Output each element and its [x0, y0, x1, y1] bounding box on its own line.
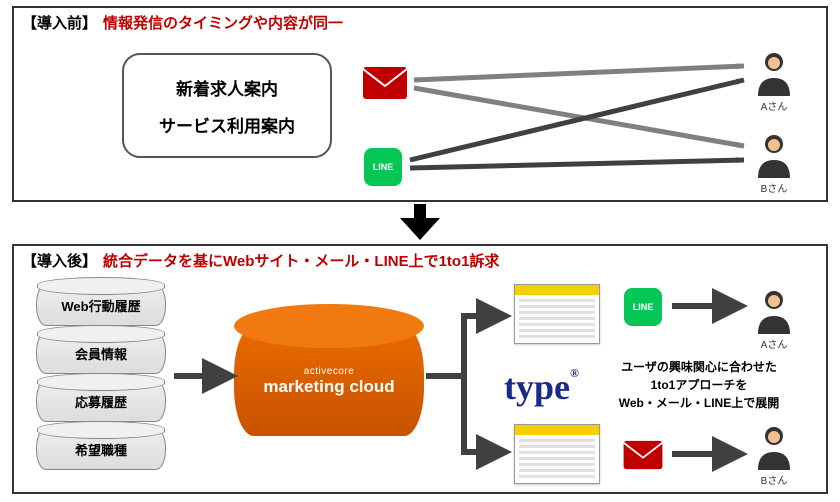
mc-name: marketing cloud — [263, 377, 394, 397]
db-cylinder: 希望職種 — [36, 428, 166, 470]
marketing-cloud-cylinder: activecore marketing cloud — [234, 326, 424, 436]
line-icon: LINE — [624, 288, 662, 326]
person-b-label: Bさん — [754, 180, 794, 195]
info-item: サービス利用案内 — [159, 112, 295, 137]
person-b-icon — [754, 424, 794, 470]
person-a-icon — [754, 50, 794, 96]
before-panel: 【導入前】 情報発信のタイミングや内容が同一 新着求人案内 サービス利用案内 L… — [12, 6, 828, 202]
note-line: 1to1アプローチを — [594, 376, 804, 394]
after-header: 【導入後】 統合データを基にWebサイト・メール・LINE上で1to1訴求 — [14, 246, 826, 275]
db-cylinder: 会員情報 — [36, 332, 166, 374]
website-thumbnail — [514, 284, 600, 344]
note-line: Web・メール・LINE上で展開 — [594, 394, 804, 412]
note-line: ユーザの興味関心に合わせた — [594, 358, 804, 376]
mail-icon — [362, 66, 408, 100]
down-arrow-icon — [400, 204, 440, 240]
after-tag: 【導入後】 — [22, 250, 97, 271]
type-logo: type® — [504, 366, 579, 408]
after-panel: 【導入後】 統合データを基にWebサイト・メール・LINE上で1to1訴求 We… — [12, 244, 828, 494]
data-sources: Web行動履歴会員情報応募履歴希望職種 — [36, 284, 166, 476]
person-a-label: Aさん — [754, 336, 794, 351]
info-source-box: 新着求人案内 サービス利用案内 — [122, 53, 332, 158]
mail-icon — [622, 440, 664, 470]
description-text: ユーザの興味関心に合わせた1to1アプローチをWeb・メール・LINE上で展開 — [594, 358, 804, 412]
line-icon: LINE — [364, 148, 402, 186]
before-title: 情報発信のタイミングや内容が同一 — [103, 12, 343, 33]
website-thumbnail — [514, 424, 600, 484]
person-a-label: Aさん — [754, 98, 794, 113]
after-title: 統合データを基にWebサイト・メール・LINE上で1to1訴求 — [103, 250, 499, 271]
db-cylinder: 応募履歴 — [36, 380, 166, 422]
before-tag: 【導入前】 — [22, 12, 97, 33]
before-header: 【導入前】 情報発信のタイミングや内容が同一 — [14, 8, 826, 37]
info-item: 新着求人案内 — [176, 75, 278, 100]
db-cylinder: Web行動履歴 — [36, 284, 166, 326]
person-b-label: Bさん — [754, 472, 794, 487]
mc-brand: activecore — [304, 366, 355, 377]
person-a-icon — [754, 288, 794, 334]
person-b-icon — [754, 132, 794, 178]
